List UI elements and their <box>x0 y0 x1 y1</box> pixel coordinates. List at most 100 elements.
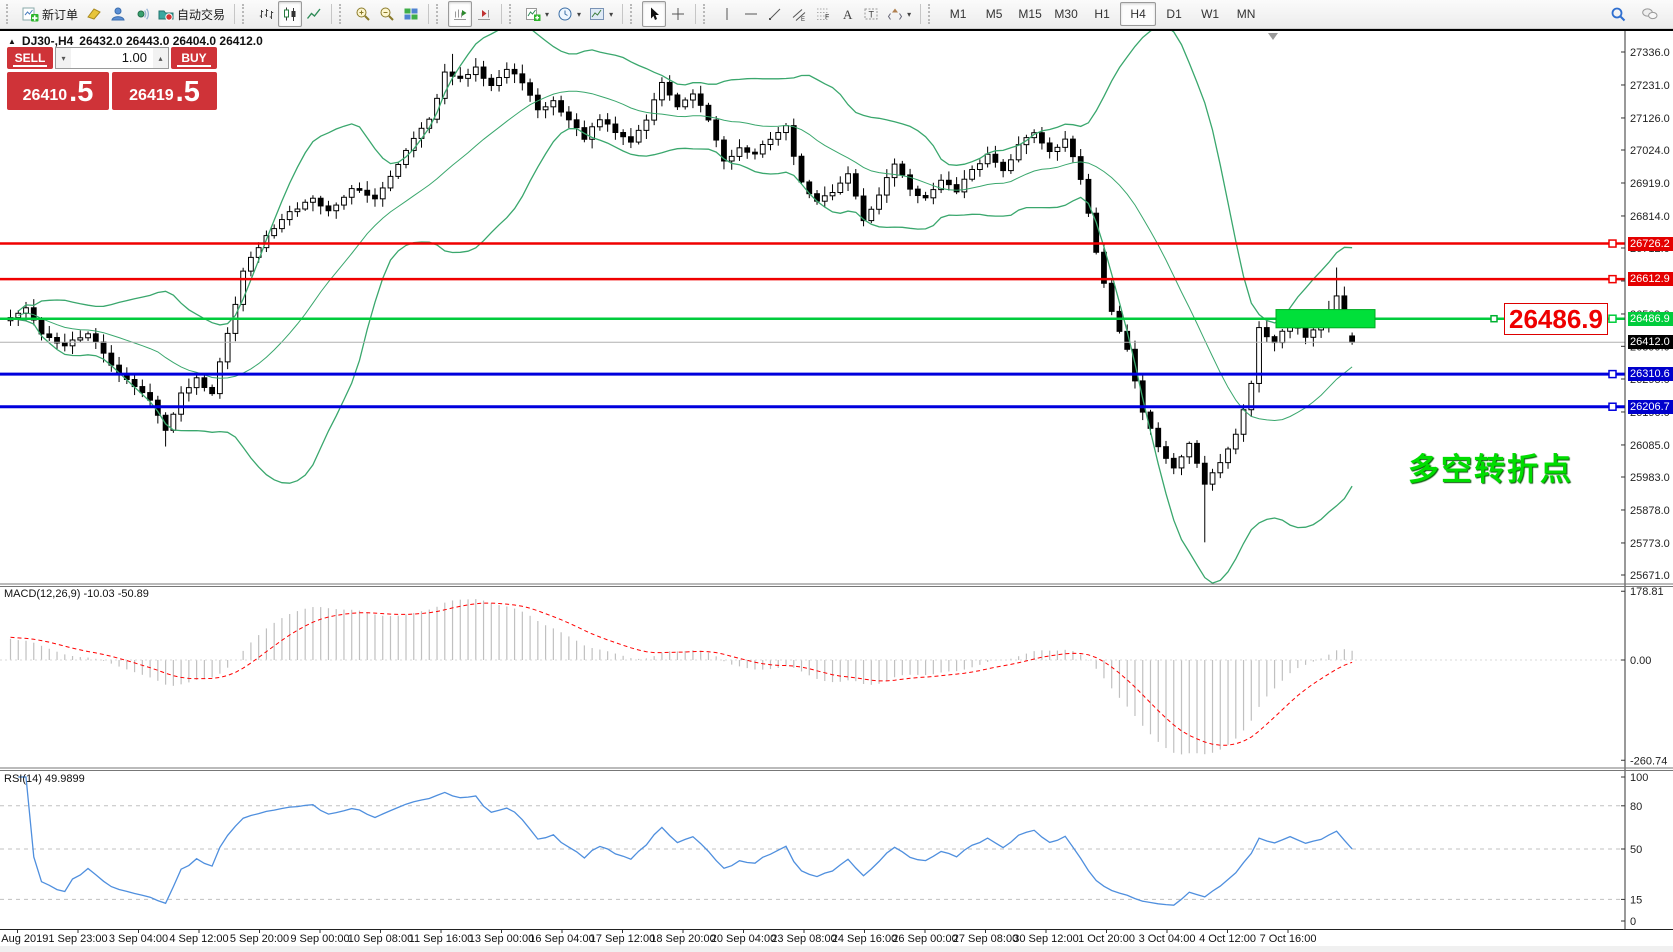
cursor-button[interactable] <box>642 1 667 27</box>
highlight-rectangle[interactable] <box>1275 309 1376 329</box>
timeframe-button-m1[interactable]: M1 <box>949 7 967 21</box>
timeframe-button-h1[interactable]: H1 <box>1094 7 1110 21</box>
rsi-panel[interactable] <box>0 776 1625 906</box>
candle-body <box>1000 161 1007 172</box>
vline-button[interactable] <box>715 1 739 27</box>
current-price-tag[interactable]: 26412.0 <box>1628 335 1673 349</box>
periods-button[interactable]: ▾ <box>553 1 585 27</box>
shapes-button[interactable]: ▾ <box>883 1 915 27</box>
collapse-triangle-icon[interactable]: ▲ <box>8 36 16 46</box>
candle-body <box>333 204 340 212</box>
candle-body <box>348 188 355 198</box>
toolbar-drag-handle[interactable] <box>703 4 711 24</box>
buy-price-button[interactable]: 26419 .5 <box>112 72 217 110</box>
toolbar-drag-handle[interactable] <box>339 4 347 24</box>
search-button[interactable] <box>1606 1 1631 27</box>
toolbar-drag-handle[interactable] <box>630 4 638 24</box>
price-tag-26310.6[interactable]: 26310.6 <box>1628 367 1673 381</box>
candle-body <box>1077 156 1084 180</box>
dropdown-caret-icon[interactable]: ▾ <box>609 9 614 19</box>
candle-body <box>860 195 867 222</box>
line-anchor-handle[interactable] <box>1608 369 1617 379</box>
crosshair-icon <box>670 6 686 22</box>
indicators-button[interactable]: ▾ <box>521 1 553 27</box>
candle-body <box>511 68 518 75</box>
chart-canvas[interactable]: 27336.0 27231.0 27126.0 27024.0 26919.0 26814… <box>0 31 1673 952</box>
toolbar-drag-handle[interactable] <box>6 4 14 24</box>
chart-shift-marker-icon[interactable] <box>1268 33 1278 40</box>
timeframe-button-m5[interactable]: M5 <box>985 7 1003 21</box>
dropdown-caret-icon[interactable]: ▾ <box>907 9 912 19</box>
candle-body <box>721 139 727 162</box>
candle-body <box>100 341 107 354</box>
price-tag-26206.7[interactable]: 26206.7 <box>1628 400 1673 414</box>
candles-button[interactable] <box>278 1 303 27</box>
new-order-label: 新订单 <box>42 7 79 22</box>
dropdown-caret-icon[interactable]: ▾ <box>577 9 582 19</box>
candle-body <box>736 147 743 157</box>
text-icon: A <box>839 6 855 22</box>
vline-icon <box>719 6 735 22</box>
volume-decrease-button[interactable]: ▾ <box>56 48 71 68</box>
metaeditor-button[interactable] <box>82 1 106 27</box>
line-anchor-handle[interactable] <box>1608 239 1617 248</box>
text-button[interactable]: A <box>835 1 859 27</box>
channel-icon: E <box>791 6 807 22</box>
price-callout-label[interactable]: 26486.9 <box>1504 303 1608 335</box>
bars-chart-button[interactable] <box>254 1 278 27</box>
sell-price-button[interactable]: 26410 .5 <box>7 72 109 110</box>
zoom-out-button[interactable] <box>375 1 399 27</box>
price-tag-26486.9[interactable]: 26486.9 <box>1628 312 1673 326</box>
line-anchor-handle[interactable] <box>1608 402 1617 411</box>
volume-value[interactable]: 1.00 <box>121 50 147 65</box>
line-anchor-handle[interactable] <box>1608 314 1617 323</box>
candle-body <box>15 312 22 319</box>
candle-body <box>395 163 402 177</box>
trendline-button[interactable] <box>763 1 787 27</box>
price-tag-26612.9[interactable]: 26612.9 <box>1628 272 1673 286</box>
autotrade-button[interactable]: 自动交易 <box>154 1 229 27</box>
timeframe-button-h4[interactable]: H4 <box>1120 2 1157 26</box>
chart-window[interactable]: 27336.0 27231.0 27126.0 27024.0 26919.0 26814… <box>0 31 1673 952</box>
candle-body <box>728 155 735 162</box>
line-chart-button[interactable] <box>302 1 326 27</box>
timeframe-button-mn[interactable]: MN <box>1236 7 1256 21</box>
community-button[interactable] <box>106 1 130 27</box>
label-anchor-handle[interactable] <box>1490 314 1498 323</box>
shift-end-button[interactable] <box>448 1 473 27</box>
price-tag-26726.2[interactable]: 26726.2 <box>1628 237 1673 251</box>
sell-button[interactable]: SELL <box>7 47 53 69</box>
toolbar-drag-handle[interactable] <box>509 4 517 24</box>
candle-body <box>248 256 254 272</box>
chat-button[interactable] <box>1637 1 1663 27</box>
macd-panel[interactable] <box>0 599 1625 755</box>
channel-button[interactable]: E <box>787 1 811 27</box>
time-tick-label: 5 Sep 20:00 <box>230 933 289 945</box>
toolbar-separator <box>331 4 333 24</box>
zoom-in-button[interactable] <box>351 1 375 27</box>
hline-button[interactable] <box>739 1 763 27</box>
toolbar-drag-handle[interactable] <box>928 4 936 24</box>
toolbar-drag-handle[interactable] <box>436 4 444 24</box>
crosshair-button[interactable] <box>666 1 690 27</box>
signals-button[interactable] <box>130 1 154 27</box>
tile-windows-button[interactable] <box>399 1 423 27</box>
candle-body <box>930 189 937 199</box>
fibonacci-button[interactable]: F <box>811 1 835 27</box>
toolbar-drag-handle[interactable] <box>242 4 250 24</box>
volume-increase-button[interactable]: ▴ <box>153 48 168 68</box>
line-anchor-handle[interactable] <box>1608 274 1617 284</box>
candle-body <box>759 144 766 155</box>
auto-scroll-button[interactable] <box>472 1 496 27</box>
timeframe-button-m15[interactable]: M15 <box>1018 7 1042 21</box>
templates-button[interactable]: ▾ <box>585 1 617 27</box>
new-order-button[interactable]: 新订单 <box>18 1 82 27</box>
dropdown-caret-icon[interactable]: ▾ <box>545 9 550 19</box>
text-label-button[interactable]: T <box>859 1 883 27</box>
buy-button[interactable]: BUY <box>171 47 217 69</box>
timeframe-button-d1[interactable]: D1 <box>1166 7 1182 21</box>
timeframe-button-w1[interactable]: W1 <box>1201 7 1220 21</box>
timeframe-button-m30[interactable]: M30 <box>1054 7 1078 21</box>
chart-annotation-text[interactable]: 多空转折点 <box>1408 452 1573 487</box>
trendline-icon <box>767 6 783 22</box>
